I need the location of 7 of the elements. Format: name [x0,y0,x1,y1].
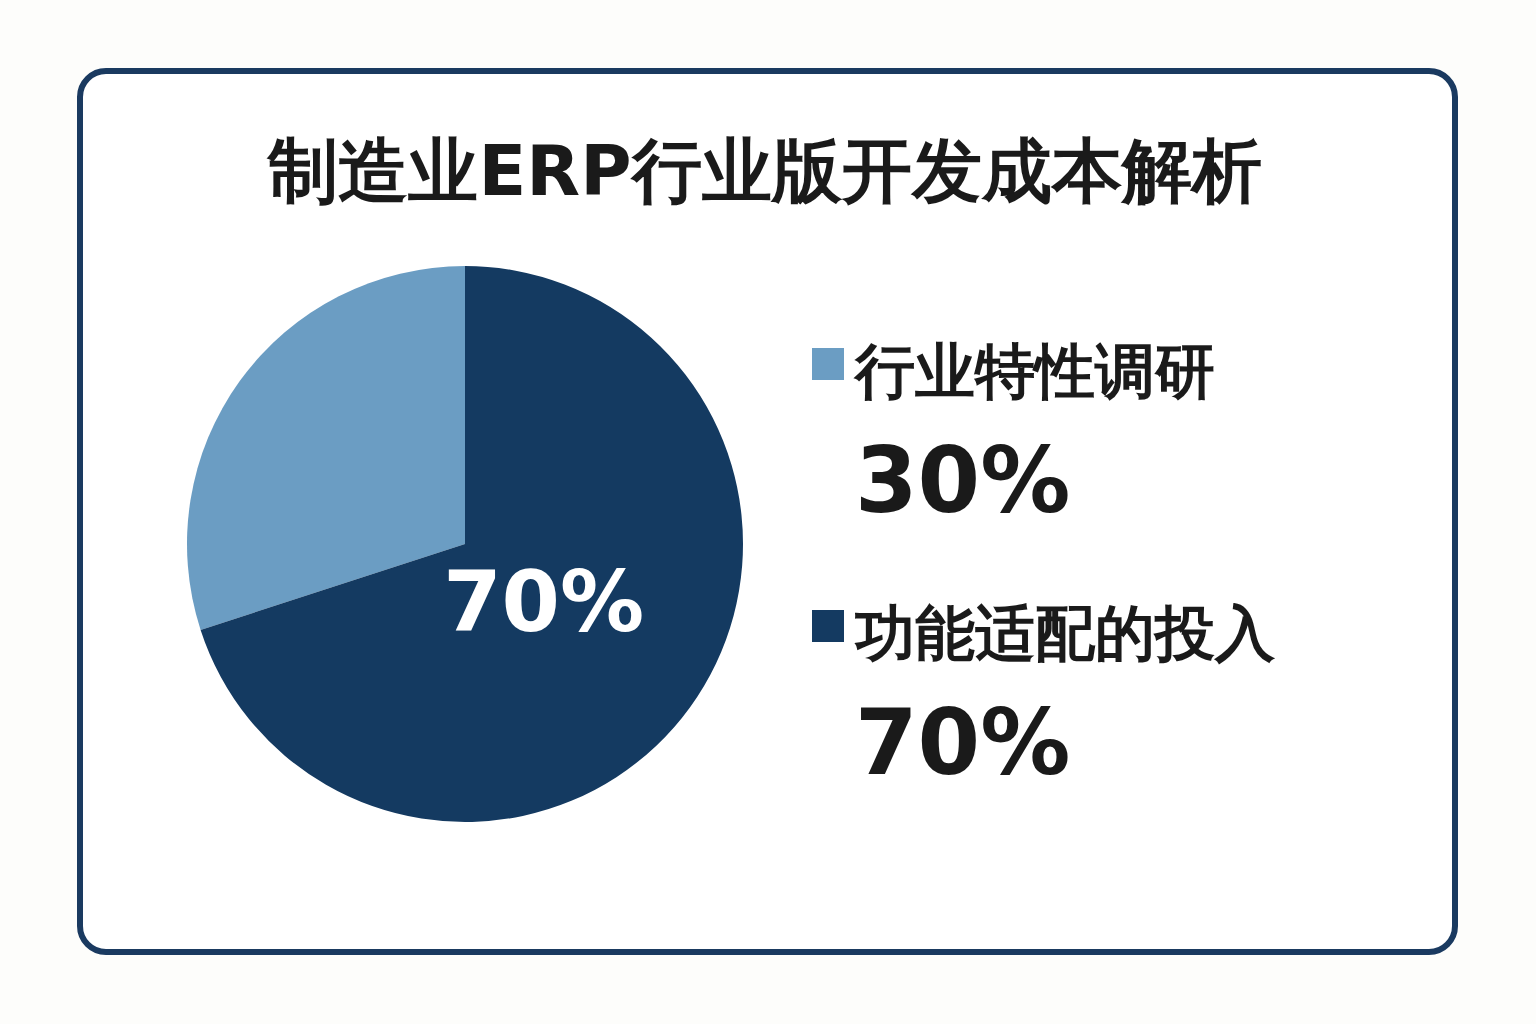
legend-label: 功能适配的投入 [854,598,1276,668]
chart-title: 制造业ERP行业版开发成本解析 [266,130,1262,212]
data-label: 30% [855,428,1071,533]
data-label: 70% [443,553,645,652]
text: 70% [855,690,1071,795]
legend-label: 行业特性调研 [853,336,1215,406]
pie-slice [200,266,743,822]
